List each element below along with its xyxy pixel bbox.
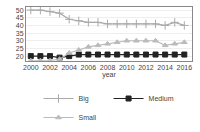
svg-text:2012: 2012 bbox=[138, 64, 154, 71]
svg-text:2014: 2014 bbox=[157, 64, 173, 71]
svg-text:2004: 2004 bbox=[61, 64, 77, 71]
svg-text:2010: 2010 bbox=[119, 64, 135, 71]
svg-text:30: 30 bbox=[16, 37, 24, 44]
svg-text:2016: 2016 bbox=[177, 64, 193, 71]
svg-text:45: 45 bbox=[16, 14, 24, 21]
svg-text:20: 20 bbox=[16, 53, 24, 60]
svg-text:2002: 2002 bbox=[42, 64, 58, 71]
svg-text:25: 25 bbox=[16, 45, 24, 52]
svg-text:2008: 2008 bbox=[100, 64, 116, 71]
svg-text:40: 40 bbox=[16, 22, 24, 29]
svg-text:year: year bbox=[102, 71, 116, 79]
svg-text:2006: 2006 bbox=[81, 64, 97, 71]
svg-text:50: 50 bbox=[16, 7, 24, 14]
svg-text:35: 35 bbox=[16, 30, 24, 37]
svg-text:Big: Big bbox=[79, 95, 89, 103]
svg-text:Medium: Medium bbox=[149, 95, 174, 102]
svg-text:2000: 2000 bbox=[23, 64, 39, 71]
svg-text:Small: Small bbox=[79, 114, 97, 121]
